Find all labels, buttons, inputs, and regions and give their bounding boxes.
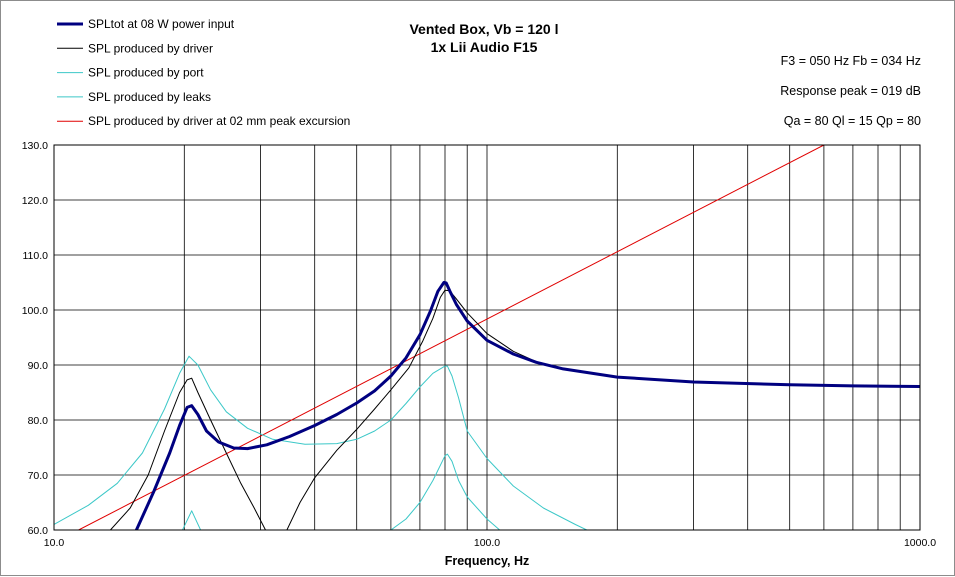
legend: SPLtot at 08 W power input SPL produced b… (57, 17, 350, 128)
legend-label-2: SPL produced by port (88, 66, 204, 80)
plot-frame (53, 144, 921, 531)
y-tick-label: 130.0 (22, 140, 48, 152)
series-group (54, 145, 920, 530)
y-tick-label: 80.0 (28, 415, 49, 427)
info-f3-fb: F3 = 050 Hz Fb = 034 Hz (781, 54, 921, 68)
y-tick-label: 110.0 (23, 250, 49, 262)
legend-label-3: SPL produced by leaks (88, 90, 211, 104)
chart-title-line-2: 1x Lii Audio F15 (431, 39, 538, 55)
series-line-4 (78, 145, 825, 530)
info-response-peak: Response peak = 019 dB (780, 84, 921, 98)
chart-title-line-1: Vented Box, Vb = 120 l (409, 21, 558, 37)
info-q-values: Qa = 80 Ql = 15 Qp = 80 (784, 114, 921, 128)
x-axis-title: Frequency, Hz (445, 554, 530, 568)
series-line-2 (54, 355, 588, 530)
x-tick-label: 100.0 (474, 537, 500, 549)
legend-label-0: SPLtot at 08 W power input (88, 17, 235, 31)
y-tick-label: 70.0 (28, 470, 49, 482)
y-tick-label: 90.0 (28, 360, 49, 372)
y-tick-label: 60.0 (28, 525, 49, 537)
series-line-3 (182, 453, 501, 530)
x-tick-label: 1000.0 (904, 537, 936, 549)
y-tick-label: 120.0 (22, 195, 48, 207)
series-line-0 (134, 281, 920, 530)
legend-label-1: SPL produced by driver (88, 41, 213, 55)
tick-labels: 60.0 70.0 80.0 90.0 100.0 110.0 120.0 130.0 10.0… (22, 140, 936, 549)
y-tick-label: 100.0 (22, 305, 48, 317)
x-tick-label: 10.0 (44, 537, 65, 549)
legend-label-4: SPL produced by driver at 02 mm peak exc… (88, 114, 350, 128)
grid (54, 145, 920, 530)
